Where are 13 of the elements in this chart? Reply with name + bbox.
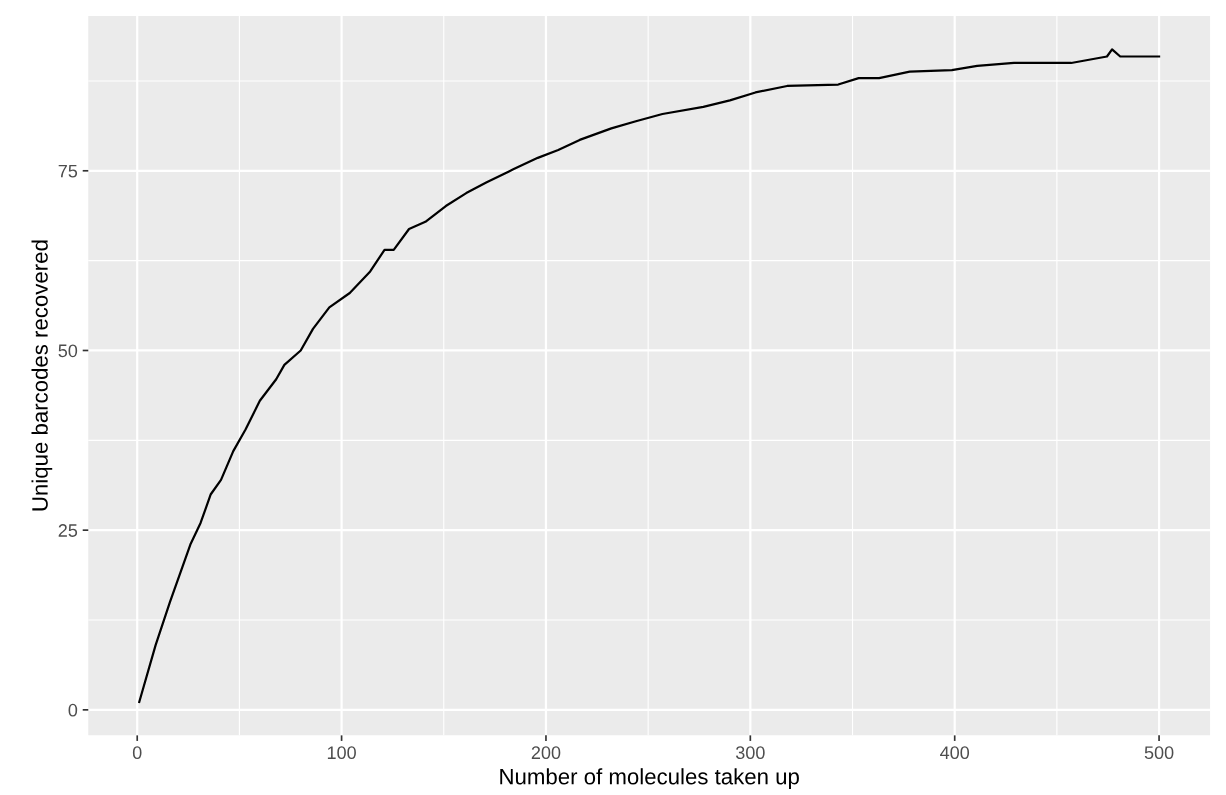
y-axis-title: Unique barcodes recovered <box>31 240 53 511</box>
y-tick-label: 0 <box>68 703 78 717</box>
y-tick-label: 75 <box>58 164 78 178</box>
x-tick-label: 100 <box>327 746 356 760</box>
x-tick-label: 300 <box>735 746 765 760</box>
x-tick-label: 200 <box>531 746 561 760</box>
x-tick-label: 400 <box>940 746 970 760</box>
x-tick-label: 500 <box>1144 746 1174 760</box>
x-tick-label: 0 <box>132 746 142 760</box>
x-axis-title: Number of molecules taken up <box>500 768 799 789</box>
y-tick-label: 25 <box>58 524 78 537</box>
line-series <box>138 48 1161 704</box>
y-tick-label: 50 <box>58 344 78 358</box>
